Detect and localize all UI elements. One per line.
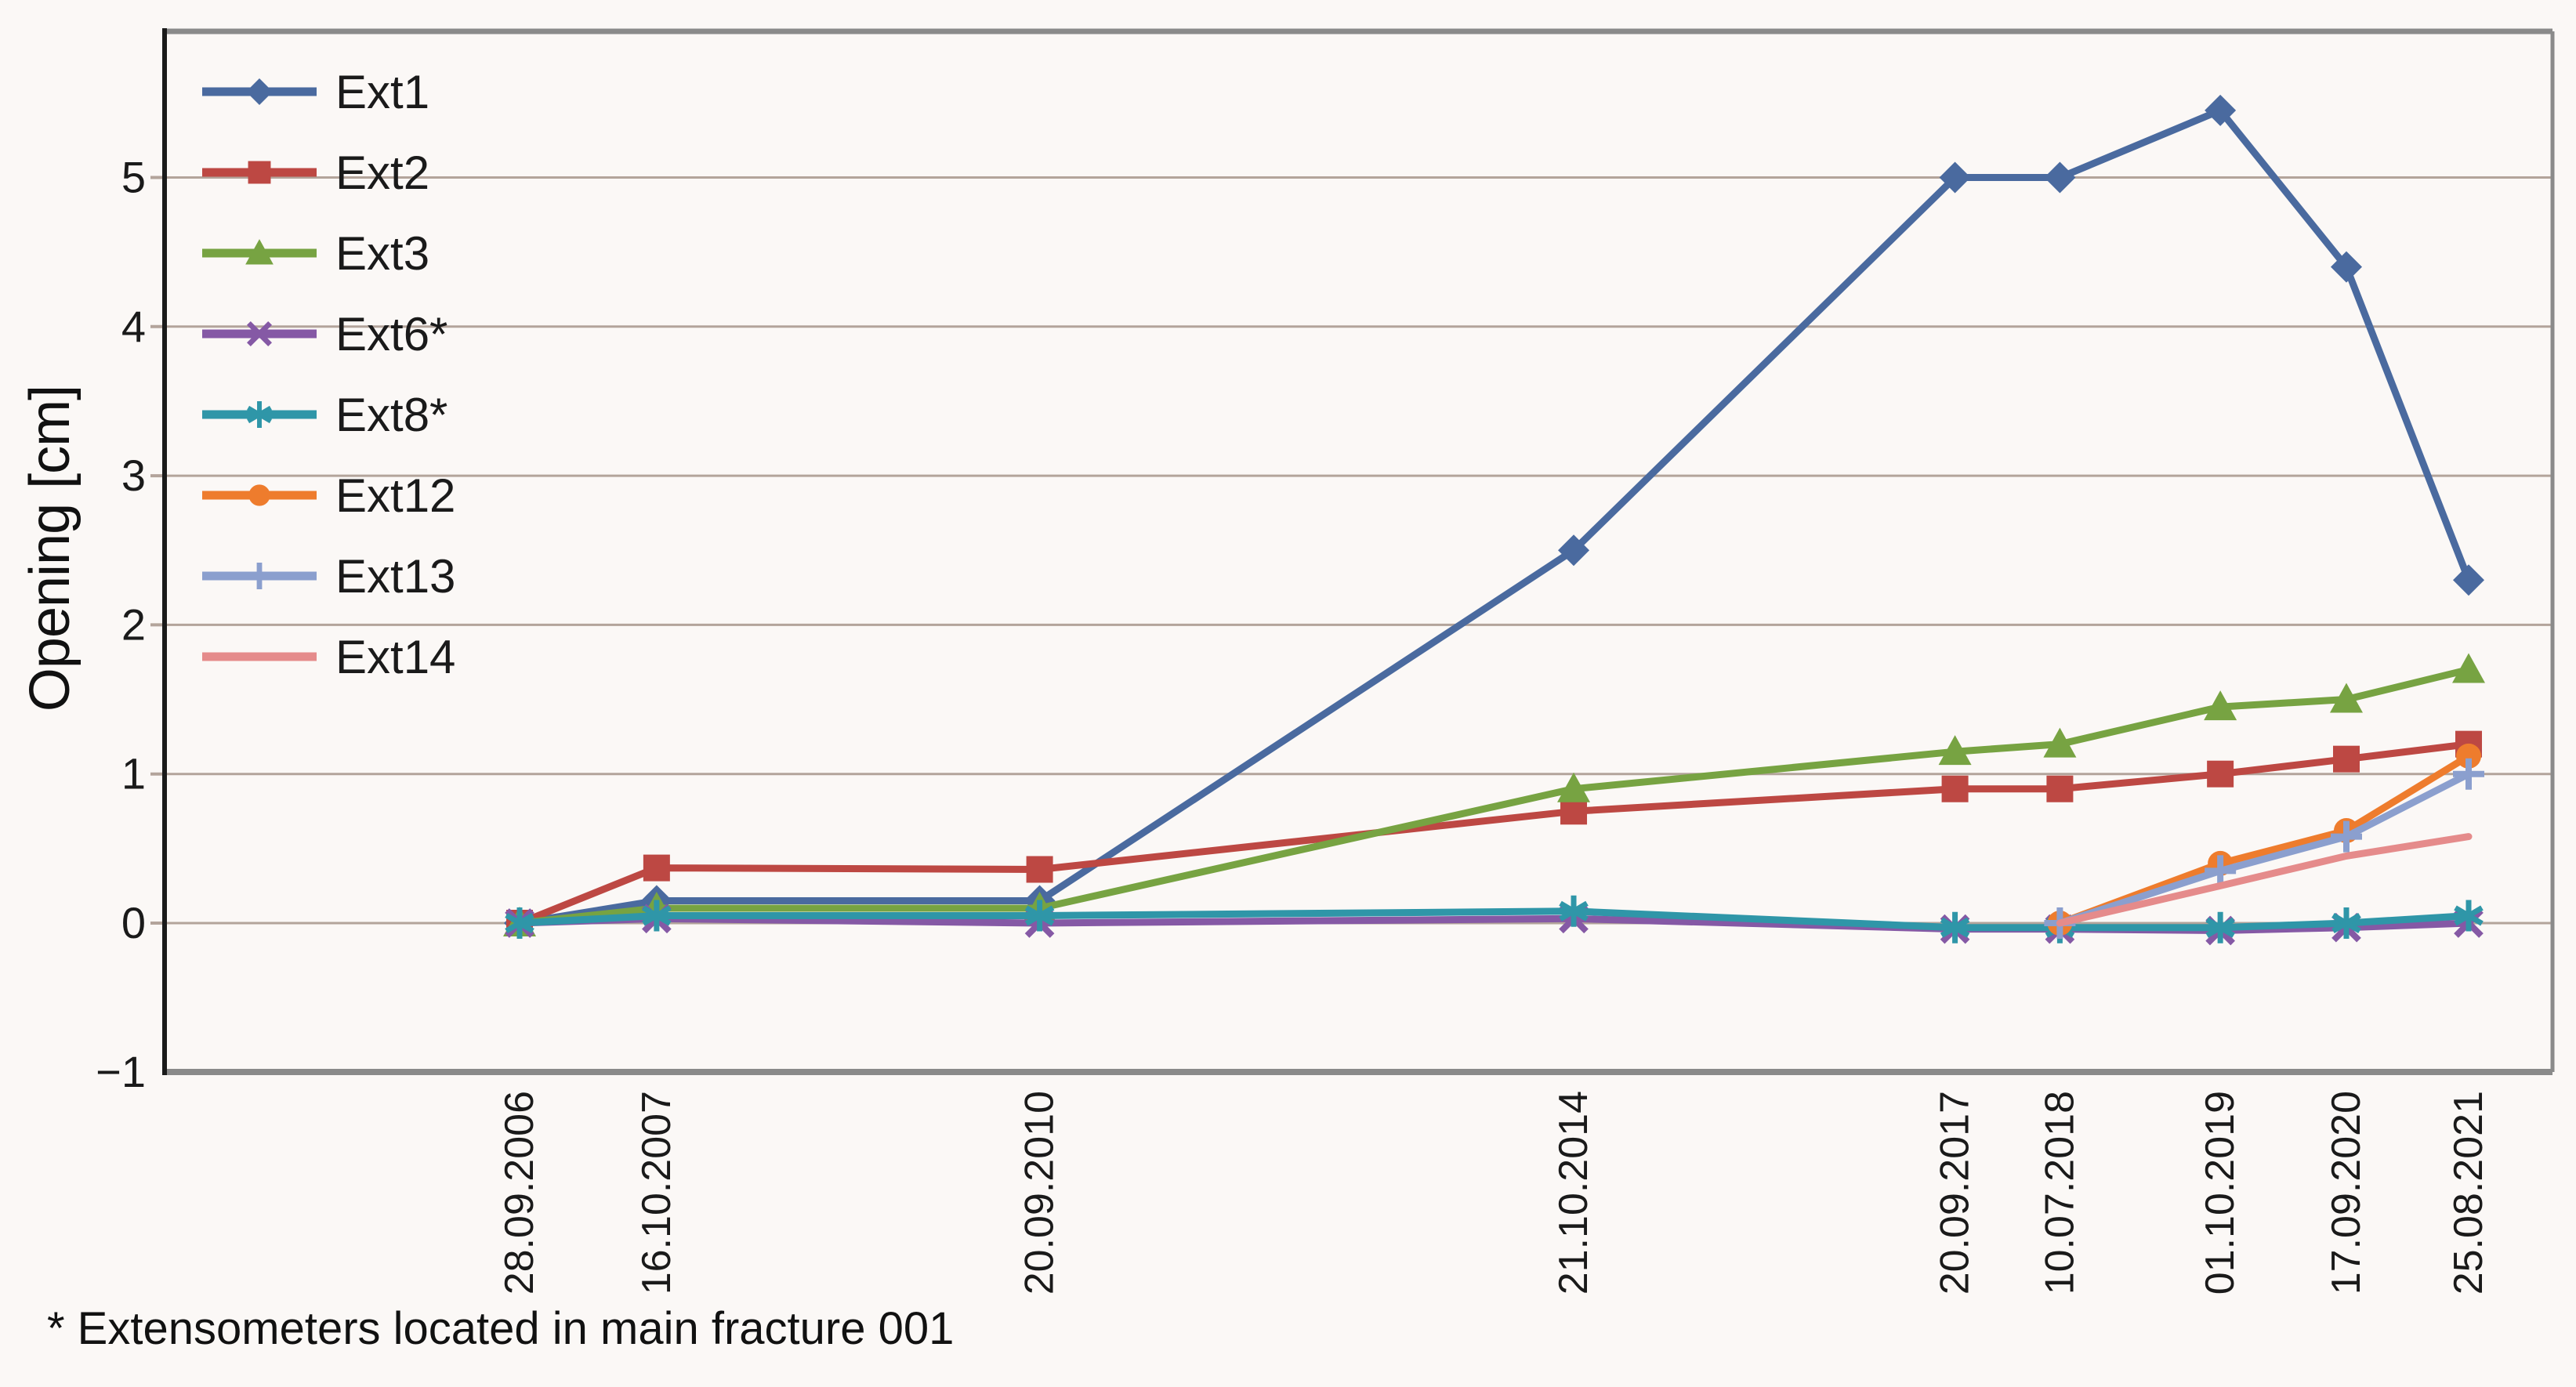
legend-item-ext8-star: Ext8* [202, 389, 447, 441]
y-tick-label: 1 [121, 749, 146, 799]
y-tick-label: 0 [121, 898, 146, 947]
legend-label: Ext6* [335, 308, 447, 360]
x-tick-label-5: 10.07.2018 [2037, 1091, 2082, 1295]
series-ext3 [503, 653, 2485, 936]
y-tick-label: 2 [121, 599, 146, 649]
marker-triangle [2043, 727, 2077, 758]
legend-item-ext6-star: Ext6* [202, 308, 447, 360]
legend-item-ext2: Ext2 [202, 147, 429, 199]
legend-item-ext13: Ext13 [202, 550, 455, 603]
legend-label: Ext2 [335, 147, 429, 199]
marker-triangle [2329, 683, 2363, 713]
marker-square [2046, 775, 2074, 802]
series-line [2056, 752, 2473, 927]
marker-triangle [1557, 772, 1591, 802]
marker-square [643, 854, 670, 882]
marker-square [1560, 798, 1588, 825]
x-tick-label-1: 16.10.2007 [634, 1091, 679, 1295]
y-tick-label: −1 [96, 1047, 146, 1096]
marker-plus [2205, 855, 2237, 887]
marker-asterisk [1024, 900, 1055, 932]
marker-diamond [1939, 161, 1971, 194]
series-ext14 [2056, 833, 2473, 927]
x-tick-label-3: 21.10.2014 [1551, 1091, 1596, 1295]
line [2331, 912, 2361, 934]
marker-plus [2330, 820, 2362, 853]
gridlines: 5 4 3 2 1 0 −1 [96, 153, 2552, 1096]
series-line [516, 107, 2473, 927]
marker-asterisk [2205, 911, 2235, 943]
x-tick-label-4: 20.09.2017 [1933, 1091, 1978, 1295]
legend-label: Ext1 [335, 66, 429, 118]
legend-item-ext3: Ext3 [202, 227, 429, 280]
line [642, 905, 672, 926]
line [247, 405, 272, 424]
legend-item-ext14: Ext14 [202, 631, 455, 683]
marker-square [1026, 856, 1053, 883]
marker-circle [248, 484, 270, 506]
y-tick-label: 5 [121, 153, 146, 202]
y-tick-label: 3 [121, 451, 146, 500]
marker-plus [2453, 758, 2484, 790]
series-line [2056, 833, 2473, 927]
legend-item-ext1: Ext1 [202, 66, 429, 118]
marker-triangle [245, 239, 274, 265]
x-tick-label-8: 25.08.2021 [2446, 1091, 2491, 1295]
line [505, 912, 534, 934]
marker-plus [246, 563, 273, 589]
line [1024, 905, 1055, 926]
marker-asterisk [1559, 895, 1589, 927]
marker-square [2207, 760, 2234, 788]
line [2454, 905, 2484, 926]
marker-diamond [2330, 251, 2362, 283]
marker-asterisk [1940, 911, 1970, 943]
marker-asterisk [247, 401, 272, 428]
legend-label: Ext13 [335, 550, 455, 603]
line [246, 320, 273, 347]
marker-square [2332, 745, 2360, 773]
x-tick-label-7: 17.09.2020 [2324, 1091, 2369, 1295]
series-group [503, 94, 2485, 946]
marker-square [248, 161, 271, 184]
legend-label: Ext8* [335, 389, 447, 441]
marker-diamond [2044, 161, 2076, 194]
marker-triangle [1938, 735, 1972, 766]
legend-label: Ext3 [335, 227, 429, 280]
marker-asterisk [642, 900, 672, 932]
marker-square [1941, 775, 1969, 802]
line [1940, 917, 1970, 938]
marker-asterisk [505, 907, 534, 939]
marker-triangle [2204, 690, 2237, 721]
marker-asterisk [2454, 900, 2484, 932]
marker-diamond [2453, 564, 2484, 596]
legend-label: Ext14 [335, 631, 455, 683]
x-axis-labels: 28.09.2006 16.10.2007 20.09.2010 21.10.2014… [497, 1091, 2491, 1295]
marker-diamond [2205, 94, 2237, 126]
series-line [2056, 770, 2473, 927]
footnote: * Extensometers located in main fracture… [47, 1303, 955, 1354]
line [1559, 900, 1589, 922]
legend-item-ext12: Ext12 [202, 469, 455, 522]
marker-triangle [2452, 653, 2485, 683]
marker-asterisk [2331, 907, 2361, 939]
legend: Ext1 Ext2 Ext3 Ext6* Ext8* Ext12 Ext13 Ext14 [202, 66, 455, 683]
y-tick-label: 4 [121, 302, 146, 351]
y-axis-title: Opening [cm] [19, 385, 82, 712]
series-ext1 [504, 94, 2484, 939]
x-tick-label-6: 01.10.2019 [2197, 1091, 2243, 1295]
marker-circle [2456, 743, 2481, 769]
marker-x [246, 320, 273, 347]
marker-diamond [1558, 534, 1590, 567]
legend-label: Ext12 [335, 469, 455, 522]
x-tick-label-0: 28.09.2006 [497, 1091, 542, 1295]
marker-diamond [246, 78, 273, 105]
line [2205, 917, 2235, 938]
plot-frame [162, 28, 2555, 1075]
x-tick-label-2: 20.09.2010 [1017, 1091, 1063, 1295]
